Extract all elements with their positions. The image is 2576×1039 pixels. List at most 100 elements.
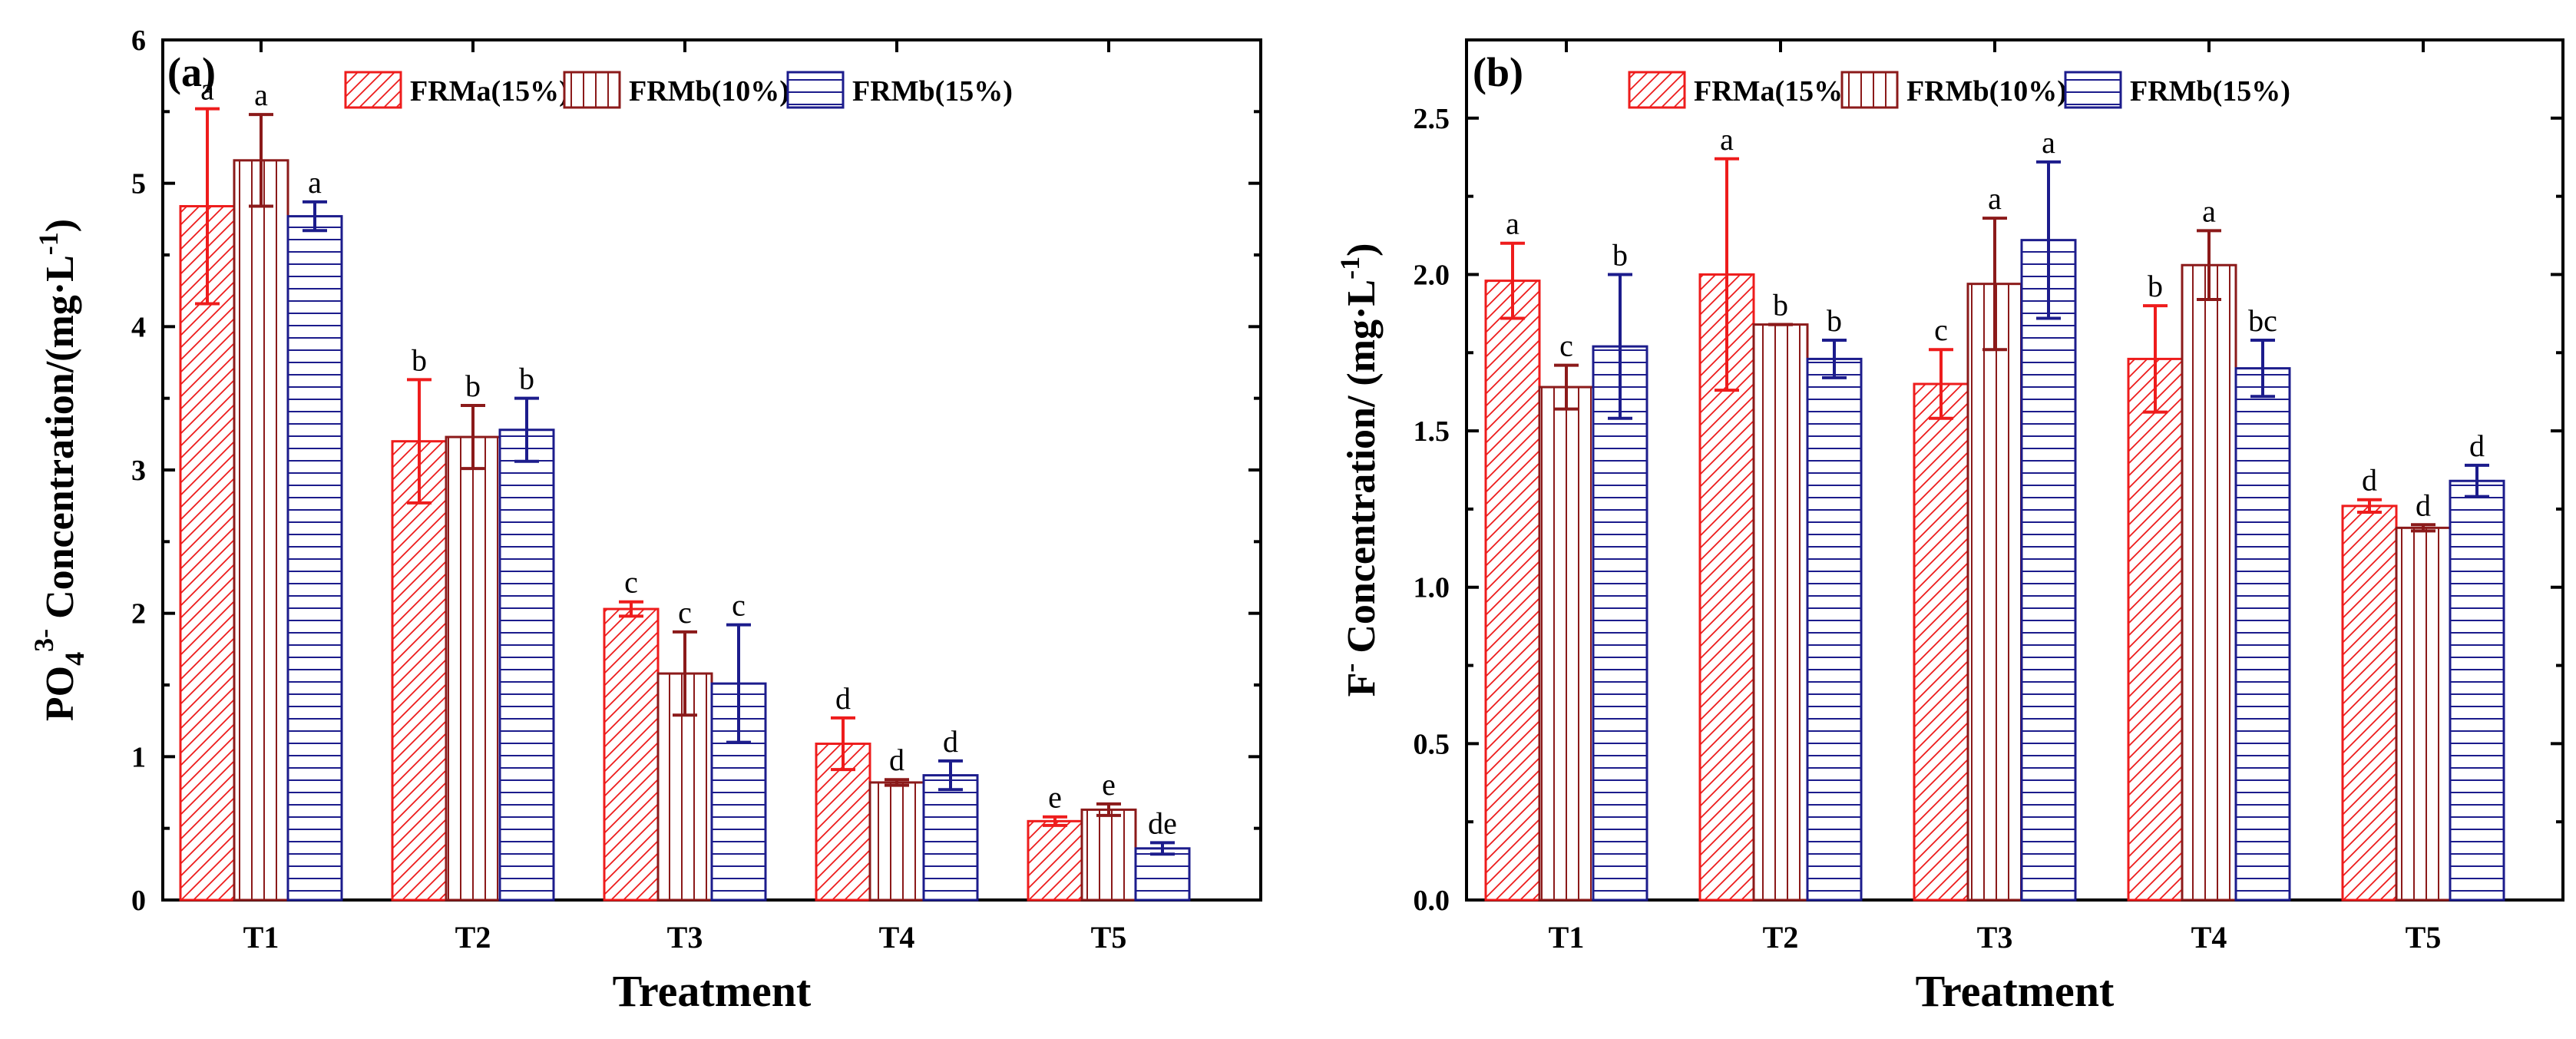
- significance-letter: d: [889, 743, 904, 777]
- legend-swatch: [786, 71, 845, 109]
- x-category-label: T3: [1977, 920, 2013, 955]
- significance-letter: e: [1102, 767, 1116, 802]
- x-category-label: T1: [1549, 920, 1585, 955]
- x-axis-title: Treatment: [613, 966, 812, 1016]
- y-axis-title-part: -: [1334, 663, 1365, 673]
- x-category-label: T2: [1763, 920, 1799, 955]
- y-tick-label: 0.0: [1414, 885, 1450, 917]
- bar: [1913, 382, 1969, 902]
- significance-letter: d: [835, 681, 851, 716]
- bar: [445, 435, 501, 902]
- legend-label: FRMb(15%): [2130, 75, 2290, 108]
- bar: [498, 429, 555, 902]
- significance-letter: bc: [2248, 303, 2277, 338]
- bar: [2181, 263, 2237, 902]
- significance-letter: c: [678, 595, 692, 630]
- x-category-label: T5: [1091, 920, 1127, 955]
- legend: FRMa(15%) FRMb(10%) FRMb(15%): [344, 71, 1013, 109]
- bar: [2449, 479, 2505, 902]
- bar: [286, 215, 343, 902]
- y-axis-title: F- Concentration/ (mg·L-1): [1334, 243, 1384, 697]
- y-axis-title-part: ): [1340, 243, 1384, 256]
- significance-letter: e: [1048, 780, 1062, 815]
- bar: [1134, 847, 1191, 902]
- significance-letter: b: [412, 342, 427, 377]
- bar: [179, 205, 236, 902]
- panel-label: (a): [167, 49, 216, 95]
- significance-letter: b: [1612, 237, 1628, 272]
- x-category-label: T4: [2191, 920, 2227, 955]
- x-axis-title: Treatment: [1916, 966, 2115, 1016]
- bar: [2395, 526, 2452, 902]
- significance-letter: d: [943, 724, 958, 759]
- significance-letter: c: [1934, 313, 1948, 347]
- y-axis-title-part: F: [1340, 673, 1384, 697]
- significance-letter: a: [308, 165, 322, 200]
- bar: [1538, 385, 1595, 902]
- bar: [1806, 357, 1863, 902]
- bar: [603, 607, 660, 902]
- significance-letter: a: [2042, 125, 2055, 160]
- significance-letter: a: [1720, 122, 1734, 157]
- y-axis-title-part: Concentration/(mg·L: [38, 255, 82, 629]
- bar: [2234, 367, 2291, 902]
- y-tick-label: 2.0: [1414, 259, 1450, 291]
- x-category-label: T1: [243, 920, 279, 955]
- legend-swatch: [1628, 71, 1686, 109]
- bar: [391, 440, 448, 902]
- y-tick-label: 6: [131, 25, 146, 57]
- y-axis-title-part: 3-: [28, 629, 59, 652]
- y-tick-label: 1.5: [1414, 415, 1450, 448]
- significance-letter: b: [1827, 303, 1842, 338]
- bar: [1080, 808, 1137, 902]
- significance-letter: b: [465, 369, 481, 403]
- y-axis-title-part: -1: [33, 232, 64, 255]
- bar: [1752, 323, 1809, 902]
- significance-letter: a: [1988, 181, 2002, 216]
- legend-label: FRMb(10%): [629, 75, 789, 108]
- significance-letter: d: [2362, 463, 2377, 498]
- bar: [2127, 357, 2184, 902]
- legend-label: FRMa(15%): [410, 75, 569, 108]
- y-tick-label: 2.5: [1414, 103, 1450, 135]
- significance-letter: b: [519, 362, 534, 396]
- legend-swatch: [344, 71, 402, 109]
- x-category-label: T4: [879, 920, 915, 955]
- significance-letter: de: [1148, 806, 1177, 840]
- y-tick-label: 5: [131, 168, 146, 200]
- bar: [1027, 819, 1083, 902]
- y-axis-title-part: ): [38, 219, 82, 232]
- bar: [922, 774, 979, 902]
- significance-letter: a: [1506, 207, 1519, 241]
- legend-label: FRMb(15%): [852, 75, 1013, 108]
- significance-letter: a: [2202, 194, 2216, 228]
- significance-letter: c: [624, 565, 638, 600]
- bar: [868, 781, 925, 902]
- y-tick-label: 1.0: [1414, 572, 1450, 604]
- significance-letter: b: [1773, 288, 1788, 323]
- y-tick-label: 0: [131, 885, 146, 917]
- bar: [1966, 283, 2023, 902]
- legend-label: FRMb(10%): [1906, 75, 2067, 108]
- bar: [1592, 345, 1648, 902]
- y-axis-title-part: 4: [59, 652, 90, 666]
- y-axis-title-part: Concentration/ (mg·L: [1340, 280, 1384, 663]
- legend-swatch: [563, 71, 621, 109]
- legend-swatch: [1840, 71, 1899, 109]
- y-axis-title: PO43- Concentration/(mg·L-1): [28, 219, 90, 721]
- x-category-label: T3: [667, 920, 703, 955]
- y-tick-label: 2: [131, 598, 146, 630]
- significance-letter: c: [732, 588, 746, 623]
- bar: [2020, 239, 2077, 902]
- x-category-label: T5: [2406, 920, 2442, 955]
- significance-letter: b: [2148, 269, 2163, 303]
- y-tick-label: 4: [131, 311, 146, 343]
- significance-letter: a: [254, 78, 268, 112]
- significance-letter: a: [200, 72, 214, 107]
- panel-label: (b): [1473, 49, 1523, 95]
- y-tick-label: 3: [131, 455, 146, 487]
- y-axis-title-part: PO: [38, 666, 82, 721]
- legend-label: FRMa(15%): [1694, 75, 1853, 108]
